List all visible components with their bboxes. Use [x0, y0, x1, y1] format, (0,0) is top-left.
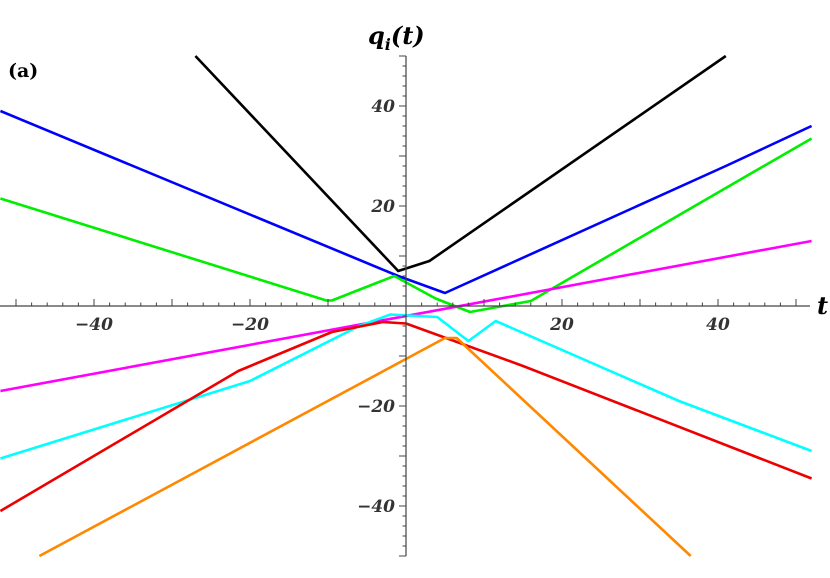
y-axis-title-base: q	[368, 21, 385, 50]
series-line-5	[0, 313, 813, 460]
series-line-1	[194, 54, 727, 273]
x-axis-title: t	[817, 291, 828, 320]
y-tick-label: 40	[371, 97, 395, 117]
y-tick-label: −20	[357, 397, 395, 417]
y-axis-title: qi(t)	[368, 21, 425, 54]
tick-labels-layer: −40 −20 20 40 −40 −20 20 40	[75, 97, 730, 517]
x-tick-label: −20	[231, 315, 269, 335]
y-tick-label: −40	[357, 497, 395, 517]
series-line-6	[0, 320, 813, 513]
x-tick-label: 20	[549, 315, 574, 335]
y-axis-title-argument: (t)	[391, 21, 425, 50]
series-line-7	[38, 336, 692, 558]
y-tick-label: 20	[370, 197, 395, 217]
panel-label: (a)	[8, 60, 38, 82]
x-tick-label: −40	[75, 315, 113, 335]
x-tick-label: 40	[706, 315, 730, 335]
series-line-2	[0, 109, 813, 295]
axes-layer	[0, 56, 810, 556]
y-axis-title-subscript: i	[385, 35, 391, 54]
ticks-layer	[15, 55, 797, 557]
